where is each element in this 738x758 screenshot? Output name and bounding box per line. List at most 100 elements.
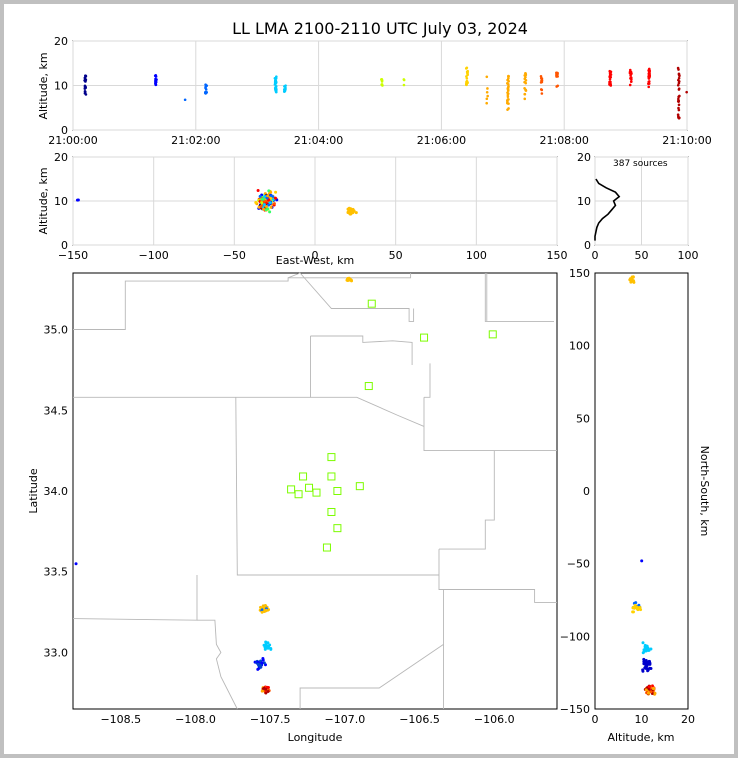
altitude-ns-point — [632, 605, 636, 609]
time-altitude-point — [466, 69, 470, 73]
ew-altitude-ylabel: Altitude, km — [37, 167, 50, 234]
altitude-ns-ytick: 50 — [576, 412, 590, 425]
time-altitude-point — [465, 66, 469, 70]
altitude-ns-point — [645, 663, 649, 667]
time-altitude-point — [677, 87, 681, 90]
plan-view-point — [261, 656, 265, 660]
time-altitude-point — [677, 116, 680, 119]
time-altitude-point — [154, 79, 157, 83]
altitude-ns-xtick: 0 — [592, 713, 599, 726]
time-altitude-point — [506, 82, 509, 85]
time-altitude-point — [83, 84, 87, 88]
ew-altitude-point — [258, 194, 262, 198]
time-altitude-point — [84, 78, 88, 82]
plan-view-point — [348, 278, 352, 282]
plan-view-point — [262, 609, 266, 613]
time-altitude-point — [647, 67, 651, 71]
time-altitude-point — [154, 77, 157, 81]
histogram-xtick: 0 — [592, 249, 599, 262]
time-altitude-point — [506, 99, 509, 103]
time-altitude-point — [540, 77, 544, 80]
ew-altitude-xtick: 50 — [389, 249, 403, 262]
time-altitude-point — [204, 85, 207, 89]
time-altitude-point — [284, 86, 287, 90]
time-altitude-point — [524, 81, 528, 85]
altitude-ns-point — [630, 275, 634, 279]
time-altitude-point — [465, 80, 469, 84]
time-altitude-point — [647, 74, 650, 78]
time-altitude-point — [540, 92, 544, 95]
plan-view-point — [263, 647, 267, 651]
altitude-ns-ylabel: North-South, km — [698, 446, 711, 537]
time-altitude-point — [84, 74, 87, 77]
altitude-ns-point — [642, 662, 646, 666]
time-altitude-point — [380, 79, 384, 82]
figure-title: LL LMA 2100-2110 UTC July 03, 2024 — [232, 19, 528, 38]
time-altitude-point — [677, 81, 681, 85]
ew-altitude-point — [266, 207, 270, 211]
axis-ticks: 21:00:00 21:02:00 21:04:00 21:06:00 21:08:00… — [44, 35, 712, 726]
plan-view-xtick: −107.5 — [250, 713, 291, 726]
lma-station-marker — [333, 487, 342, 495]
ew-altitude-point — [76, 198, 80, 202]
time-altitude-point — [676, 83, 680, 87]
altitude-ns-ytick: 150 — [569, 267, 590, 280]
altitude-ns-point — [640, 559, 644, 563]
altitude-ns-point — [647, 685, 651, 689]
time-altitude-point — [83, 91, 87, 95]
source-count-label: 387 sources — [613, 159, 668, 169]
time-altitude-point — [486, 87, 489, 90]
time-altitude-point — [608, 69, 612, 73]
altitude-ns-ytick: 100 — [569, 340, 590, 353]
time-altitude-xtick: 21:08:00 — [539, 134, 588, 147]
county-boundary-line — [72, 575, 198, 621]
altitude-ns-point — [641, 641, 645, 645]
time-altitude-point — [685, 90, 688, 94]
time-altitude-point — [523, 92, 527, 96]
ew-altitude-xtick: 150 — [547, 249, 568, 262]
time-altitude-point — [523, 77, 527, 81]
altitude-ns-point — [631, 610, 635, 614]
grid-lines — [72, 40, 689, 246]
time-altitude-point — [485, 75, 489, 79]
county-boundary-line — [484, 273, 554, 322]
ew-altitude-xlabel: East-West, km — [276, 254, 354, 267]
county-boundary-line — [73, 336, 311, 398]
time-altitude-point — [402, 83, 406, 87]
county-boundary-line — [424, 363, 431, 398]
time-altitude-point — [506, 89, 510, 92]
lma-station-marker — [305, 483, 314, 492]
plan-view-xlabel: Longitude — [288, 731, 343, 744]
plan-view-point — [345, 278, 349, 282]
time-altitude-point — [647, 80, 651, 83]
ew-altitude-point — [354, 211, 358, 215]
ew-altitude-point — [254, 200, 258, 204]
time-altitude-point — [485, 90, 489, 94]
altitude-histogram-line — [594, 178, 621, 241]
ew-altitude-point — [266, 194, 270, 198]
plan-view-ytick: 34.5 — [44, 404, 69, 417]
time-altitude-xtick: 21:04:00 — [294, 134, 343, 147]
plan-view-point — [268, 643, 272, 647]
altitude-ns-point — [646, 669, 650, 673]
ew-altitude-point — [272, 202, 276, 206]
ew-altitude-point — [264, 204, 268, 208]
time-altitude-point — [628, 83, 632, 87]
county-boundary-line — [299, 644, 444, 709]
plan-view-ylabel: Latitude — [27, 468, 40, 514]
histogram-ytick: 0 — [584, 239, 591, 252]
time-altitude-ytick: 10 — [54, 80, 68, 93]
county-boundary-line — [310, 335, 413, 365]
lma-station-marker — [312, 488, 321, 497]
altitude-ns-point — [645, 645, 649, 649]
plan-view-point — [262, 643, 266, 647]
time-altitude-ytick: 0 — [61, 124, 68, 137]
time-altitude-xtick: 21:10:00 — [662, 134, 711, 147]
lma-station-marker — [299, 472, 308, 481]
altitude-ns-ytick: 0 — [583, 485, 590, 498]
time-altitude-point — [630, 80, 633, 83]
ew-altitude-xtick: 0 — [312, 249, 319, 262]
time-altitude-point — [507, 102, 510, 105]
plan-view-point — [262, 605, 266, 609]
lma-station-marker — [294, 490, 303, 499]
